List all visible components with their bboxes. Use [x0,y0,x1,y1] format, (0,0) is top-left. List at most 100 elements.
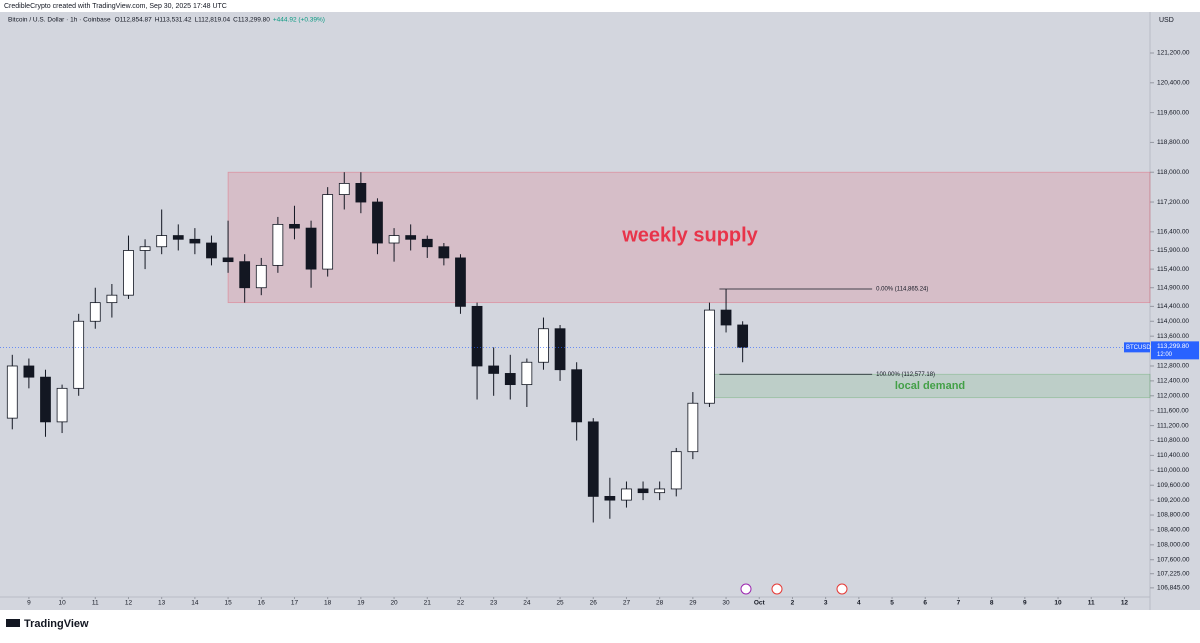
x-tick-label: 2 [791,600,795,607]
y-tick-label: 108,800.00 [1157,512,1190,519]
candle-body [388,235,400,244]
candle-body [106,294,118,304]
legend-value: C113,299.80 [233,17,270,24]
y-tick-label: 115,900.00 [1157,247,1189,254]
event-icons [740,583,848,595]
price-tag [1151,341,1199,360]
x-tick-label: 26 [590,600,598,607]
candle-body [56,387,68,423]
y-tick-label: 121,200.00 [1157,50,1190,57]
candle-body [670,451,682,490]
x-tick-label: 13 [158,600,166,607]
y-tick-label: 118,800.00 [1157,139,1189,146]
x-tick-label: 6 [923,600,927,607]
x-tick-label: 9 [1023,600,1027,607]
candle-body [504,373,516,386]
candle-body [455,257,466,307]
x-tick-label: 17 [291,600,299,607]
y-tick-label: 112,800.00 [1157,363,1189,370]
candle-body [355,183,367,203]
x-tick-label: 12 [1121,600,1129,607]
x-tick-label: 12 [125,600,133,607]
candle-body [338,183,350,195]
candle-body [604,495,616,501]
x-tick-label: Oct [754,600,766,607]
fib-label: 100.00% (112,577.18) [876,372,935,378]
candle-body [587,421,599,497]
candle-body [521,361,533,386]
candle-body [156,235,168,248]
x-tick-label: 23 [490,600,498,607]
zone-label: weekly supply [621,224,758,246]
brand-logo: TradingView [6,618,89,630]
y-tick-label: 112,400.00 [1157,378,1189,385]
symbol-label: BTCUSD [1126,345,1151,351]
time-label: 12:00 [1157,352,1173,358]
y-tick-label: 111,200.00 [1157,422,1189,429]
x-tick-label: 24 [523,600,531,607]
candle-body [40,376,51,423]
x-tick-label: 14 [191,600,199,607]
symbol-tag [1124,342,1150,353]
y-tick-label: 107,600.00 [1157,556,1190,563]
candle-body [471,305,483,367]
x-tick-label: 21 [424,600,432,607]
y-tick-label: 106,845.00 [1157,585,1190,592]
candle-body [687,402,699,453]
caption: CredibleCrypto created with TradingView.… [4,3,227,10]
y-tick-label: 115,400.00 [1157,266,1189,273]
x-tick-label: 29 [689,600,697,607]
y-tick-label: 110,000.00 [1157,467,1189,474]
candle-body [189,238,201,244]
candle-body [89,302,101,322]
candle-body [139,246,151,251]
candle-body [421,238,433,248]
currency-label: USD [1159,17,1174,24]
x-tick-label: 9 [27,600,31,607]
x-tick-label: 15 [224,600,232,607]
zone-label: local demand [895,380,965,392]
legend-value: L112,819.04 [194,17,230,24]
x-tick-label: 22 [457,600,465,607]
y-tick-label: 119,600.00 [1157,109,1189,116]
y-tick-label: 117,200.00 [1157,199,1189,206]
legend-value: O112,854.87 [115,17,152,24]
candle-body [704,309,715,404]
candle-body [621,488,632,501]
candle-body [222,257,234,263]
candle-body [6,365,18,419]
x-tick-label: 20 [390,600,398,607]
chart-title: Bitcoin / U.S. Dollar · 1h · Coinbase [8,17,111,24]
candle-body [654,488,666,494]
y-tick-label: 111,600.00 [1157,407,1189,414]
y-tick-label: 118,000.00 [1157,169,1189,176]
candle-body [123,250,134,296]
y-tick-label: 109,200.00 [1157,497,1190,504]
chart-pane [0,12,1150,597]
candle-body [571,369,583,423]
x-tick-label: 11 [92,600,99,607]
y-tick-label: 109,600.00 [1157,482,1190,489]
candle-body [438,246,450,259]
y-tick-label: 120,400.00 [1157,80,1190,87]
x-tick-label: 7 [957,600,961,607]
price-axis [1150,12,1200,610]
y-tick-label: 108,000.00 [1157,542,1190,549]
candle-body [372,201,383,244]
x-tick-label: 11 [1088,600,1095,607]
y-tick-label: 108,400.00 [1157,527,1190,534]
y-tick-label: 107,225.00 [1157,570,1190,577]
x-tick-label: 10 [1054,600,1062,607]
y-tick-label: 110,800.00 [1157,437,1189,444]
y-tick-label: 114,000.00 [1157,318,1189,325]
y-tick-label: 114,900.00 [1157,284,1189,291]
candle-body [554,328,566,371]
candle-body [272,223,284,266]
x-tick-label: 10 [58,600,66,607]
x-tick-label: 19 [357,600,365,607]
y-tick-label: 110,400.00 [1157,452,1189,459]
candle-body [538,328,549,363]
x-tick-label: 28 [656,600,664,607]
x-tick-label: 3 [824,600,828,607]
candle-body [172,235,184,240]
